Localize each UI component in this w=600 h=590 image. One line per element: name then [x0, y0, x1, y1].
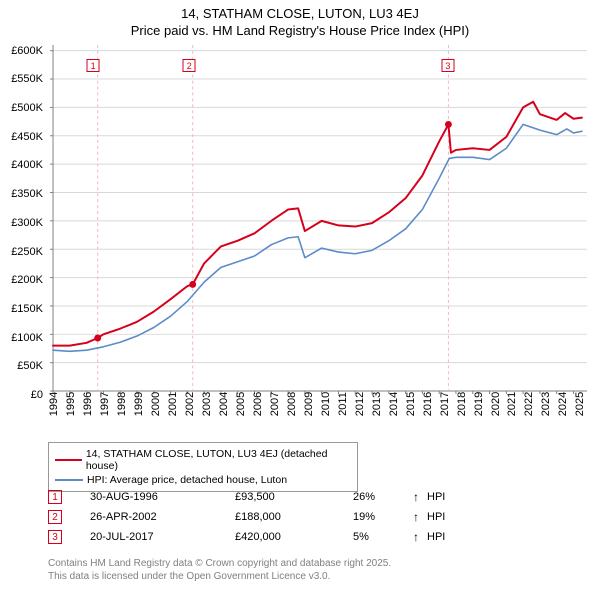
sales-table: 130-AUG-1996£93,50026%↑HPI226-APR-2002£1… — [48, 487, 558, 547]
title-line1: 14, STATHAM CLOSE, LUTON, LU3 4EJ — [0, 6, 600, 21]
x-tick-label: 2012 — [354, 392, 366, 416]
sale-row: 1 30-AUG-1996£93,50026%↑HPI — [48, 487, 558, 507]
x-tick-label: 2006 — [252, 392, 264, 416]
sale-pct: 5% — [353, 531, 413, 543]
legend-item: HPI: Average price, detached house, Luto… — [55, 473, 351, 487]
chart-container: 14, STATHAM CLOSE, LUTON, LU3 4EJ Price … — [0, 0, 600, 590]
attribution-line1: Contains HM Land Registry data © Crown c… — [48, 557, 391, 570]
y-axis: £0£50K£100K£150K£200K£250K£300K£350K£400… — [0, 45, 46, 395]
sale-pct: 26% — [353, 491, 413, 503]
arrow-up-icon: ↑ — [413, 530, 427, 544]
sale-price: £420,000 — [235, 531, 353, 543]
x-tick-label: 1997 — [99, 392, 111, 416]
y-tick-label: £600K — [11, 45, 43, 57]
y-tick-label: £150K — [11, 303, 43, 315]
sale-price: £188,000 — [235, 511, 353, 523]
x-axis: 1994199519961997199819992000200120022003… — [48, 398, 588, 438]
legend-item: 14, STATHAM CLOSE, LUTON, LU3 4EJ (detac… — [55, 447, 351, 473]
arrow-up-icon: ↑ — [413, 510, 427, 524]
x-tick-label: 2002 — [184, 392, 196, 416]
x-tick-label: 2011 — [337, 392, 349, 416]
y-tick-label: £450K — [11, 131, 43, 143]
sale-vs: HPI — [427, 491, 445, 503]
legend-swatch — [55, 479, 83, 481]
x-tick-label: 2015 — [405, 392, 417, 416]
x-tick-label: 2005 — [235, 392, 247, 416]
sale-row-marker: 3 — [48, 530, 62, 544]
legend-swatch — [55, 459, 82, 461]
y-tick-label: £250K — [11, 246, 43, 258]
x-tick-label: 2008 — [286, 392, 298, 416]
sale-row-marker: 2 — [48, 510, 62, 524]
legend: 14, STATHAM CLOSE, LUTON, LU3 4EJ (detac… — [48, 442, 358, 492]
y-tick-label: £100K — [11, 332, 43, 344]
x-tick-label: 2020 — [490, 392, 502, 416]
sale-row-marker: 1 — [48, 490, 62, 504]
y-tick-label: £0 — [31, 389, 43, 401]
x-tick-label: 1994 — [48, 392, 60, 416]
x-tick-label: 2004 — [218, 392, 230, 416]
y-tick-label: £550K — [11, 73, 43, 85]
x-tick-label: 2019 — [473, 392, 485, 416]
y-tick-label: £500K — [11, 102, 43, 114]
x-tick-label: 2016 — [422, 392, 434, 416]
x-tick-label: 2003 — [201, 392, 213, 416]
x-tick-label: 2021 — [506, 392, 518, 416]
sale-marker-2: 2 — [183, 59, 196, 72]
title-block: 14, STATHAM CLOSE, LUTON, LU3 4EJ Price … — [0, 0, 600, 38]
sale-date: 26-APR-2002 — [90, 511, 235, 523]
sale-marker-1: 1 — [87, 59, 100, 72]
sale-date: 20-JUL-2017 — [90, 531, 235, 543]
x-tick-label: 2007 — [269, 392, 281, 416]
x-tick-label: 2000 — [150, 392, 162, 416]
sale-date: 30-AUG-1996 — [90, 491, 235, 503]
y-tick-label: £300K — [11, 217, 43, 229]
title-line2: Price paid vs. HM Land Registry's House … — [0, 23, 600, 38]
y-tick-label: £350K — [11, 188, 43, 200]
sale-vs: HPI — [427, 511, 445, 523]
y-tick-label: £400K — [11, 159, 43, 171]
x-tick-label: 2017 — [439, 392, 451, 416]
x-tick-label: 2001 — [167, 392, 179, 416]
x-tick-label: 1999 — [133, 392, 145, 416]
x-tick-label: 2023 — [540, 392, 552, 416]
sale-vs: HPI — [427, 531, 445, 543]
x-tick-label: 2022 — [523, 392, 535, 416]
attribution-line2: This data is licensed under the Open Gov… — [48, 570, 391, 583]
x-tick-label: 1998 — [116, 392, 128, 416]
x-tick-label: 1996 — [82, 392, 94, 416]
sale-row: 2 26-APR-2002£188,00019%↑HPI — [48, 507, 558, 527]
sale-price: £93,500 — [235, 491, 353, 503]
x-tick-label: 2010 — [320, 392, 332, 416]
x-tick-label: 2013 — [371, 392, 383, 416]
attribution: Contains HM Land Registry data © Crown c… — [48, 557, 391, 583]
y-tick-label: £50K — [17, 360, 43, 372]
x-tick-label: 2025 — [574, 392, 586, 416]
legend-label: 14, STATHAM CLOSE, LUTON, LU3 4EJ (detac… — [86, 448, 351, 472]
x-tick-label: 1995 — [65, 392, 77, 416]
x-tick-label: 2018 — [456, 392, 468, 416]
sale-pct: 19% — [353, 511, 413, 523]
arrow-up-icon: ↑ — [413, 490, 427, 504]
y-tick-label: £200K — [11, 274, 43, 286]
sale-row: 3 20-JUL-2017£420,0005%↑HPI — [48, 527, 558, 547]
chart-area: 1 2 3 — [48, 45, 588, 395]
x-tick-label: 2014 — [388, 392, 400, 416]
plot-svg — [48, 45, 588, 395]
x-tick-label: 2009 — [303, 392, 315, 416]
sale-marker-3: 3 — [441, 59, 454, 72]
x-tick-label: 2024 — [557, 392, 569, 416]
legend-label: HPI: Average price, detached house, Luto… — [87, 474, 287, 486]
